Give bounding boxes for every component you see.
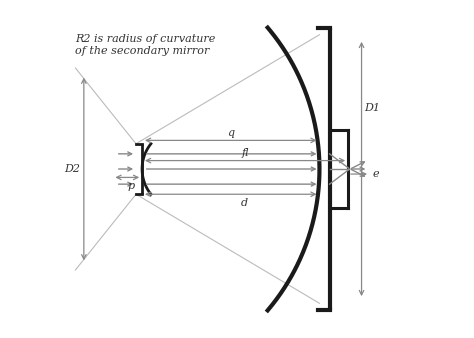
Text: e: e [373,169,379,179]
Text: fl: fl [241,148,249,158]
Text: R2 is radius of curvature
of the secondary mirror: R2 is radius of curvature of the seconda… [75,34,216,56]
Text: d: d [241,198,248,208]
Text: D2: D2 [64,164,80,174]
Text: D1: D1 [364,103,380,114]
Text: q: q [227,128,234,138]
Text: p: p [127,182,134,191]
